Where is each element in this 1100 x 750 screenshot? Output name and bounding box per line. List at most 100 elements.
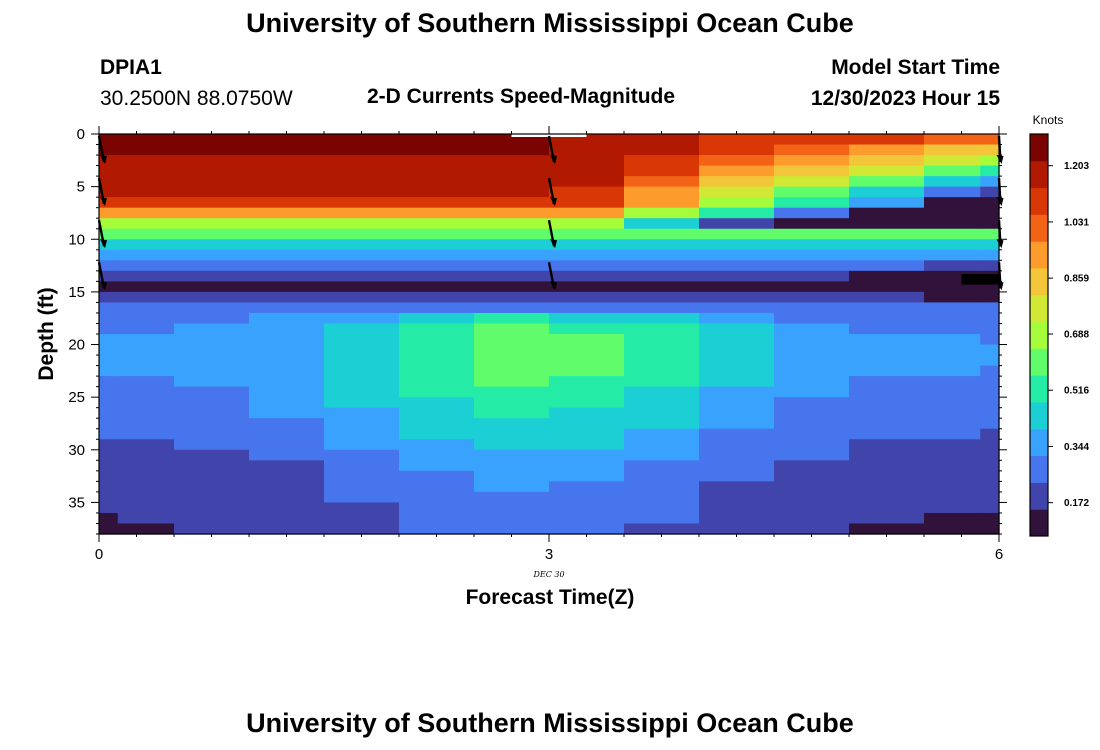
heatmap-cell (924, 186, 981, 198)
heatmap-cell (624, 176, 700, 188)
heatmap-cell (399, 281, 475, 293)
heatmap-cell (249, 376, 325, 388)
heatmap-cell (399, 386, 475, 398)
heatmap-cell (699, 470, 775, 482)
heatmap-cell (249, 386, 325, 398)
heatmap-cell (249, 291, 325, 304)
heatmap-cell (99, 397, 119, 409)
heatmap-cell (399, 270, 475, 282)
heatmap-cell (324, 218, 400, 230)
heatmap-cell (399, 502, 475, 514)
current-vector-arrowhead (100, 281, 107, 291)
heatmap-cell (399, 481, 475, 493)
heatmap-cell (249, 249, 325, 261)
heatmap-cell (624, 334, 700, 346)
heatmap-cell (980, 312, 1000, 325)
heatmap-cell (924, 165, 981, 177)
heatmap-cell (924, 502, 981, 514)
heatmap-cell (474, 291, 550, 304)
heatmap-cell (699, 449, 775, 461)
heatmap-cell (849, 218, 925, 230)
heatmap-cell (699, 144, 775, 156)
heatmap-cell (549, 239, 625, 251)
colorbar-tick-label: 0.688 (1064, 330, 1089, 341)
colorbar-segment (1030, 294, 1048, 323)
heatmap-cell (549, 334, 625, 346)
heatmap-cell (624, 165, 700, 177)
y-tick-label: 0 (77, 126, 85, 143)
colorbar-segment (1030, 241, 1048, 269)
heatmap-cell (324, 312, 400, 325)
heatmap-cell (399, 134, 475, 146)
current-vector-arrowhead (100, 197, 107, 207)
heatmap-cell (324, 228, 400, 240)
heatmap-cell (99, 323, 119, 335)
heatmap-cell (324, 491, 400, 504)
heatmap-cell (774, 481, 850, 493)
heatmap-cell (774, 523, 850, 535)
heatmap-cell (849, 249, 925, 261)
heatmap-cell (249, 176, 325, 188)
heatmap-cell (624, 470, 700, 482)
heatmap-cell (117, 155, 175, 167)
colorbar-segment (1030, 428, 1048, 457)
heatmap-cell (699, 502, 775, 514)
heatmap-cell (99, 460, 119, 472)
heatmap-cell (174, 407, 250, 419)
heatmap-cell (174, 270, 250, 282)
heatmap-cell (924, 376, 981, 388)
heatmap-cell (99, 449, 119, 461)
heatmap-cell (399, 355, 475, 367)
heatmap-cell (549, 491, 625, 504)
heatmap-cell (849, 197, 925, 209)
heatmap-cell (174, 197, 250, 209)
heatmap-cell (399, 376, 475, 388)
heatmap-cell (474, 512, 550, 525)
heatmap-cell (924, 439, 981, 451)
colorbar-segment (1030, 214, 1048, 242)
heatmap-cell (774, 270, 850, 282)
heatmap-cell (117, 386, 175, 398)
heatmap-cell (549, 134, 625, 146)
heatmap-cell (924, 228, 981, 240)
heatmap-cell (849, 397, 925, 409)
heatmap-cell (624, 302, 700, 314)
heatmap-cell (980, 302, 1000, 314)
heatmap-cell (924, 291, 981, 304)
heatmap-cell (99, 218, 119, 230)
heatmap-cell (699, 281, 775, 293)
heatmap-cell (174, 386, 250, 398)
heatmap-cell (849, 291, 925, 304)
heatmap-cell (699, 239, 775, 251)
heatmap-cell (99, 344, 119, 356)
heatmap-cell (849, 165, 925, 177)
heatmap-cell (774, 344, 850, 356)
heatmap-cell (699, 512, 775, 525)
heatmap-cell (117, 197, 175, 209)
colorbar-segment (1030, 321, 1048, 349)
heatmap-cell (249, 439, 325, 451)
heatmap-cell (924, 260, 981, 272)
heatmap-cell (174, 355, 250, 367)
heatmap-cell (980, 323, 1000, 335)
heatmap-cell (99, 365, 119, 377)
y-tick-label: 20 (68, 337, 85, 354)
heatmap-cell (849, 260, 925, 272)
heatmap-cell (174, 291, 250, 304)
heatmap-cell (474, 365, 550, 377)
heatmap-cell (549, 355, 625, 367)
heatmap-cell (624, 228, 700, 240)
heatmap-cell (324, 470, 400, 482)
heatmap-cell (924, 407, 981, 419)
heatmap-cell (549, 260, 625, 272)
heatmap-cell (849, 344, 925, 356)
heatmap-cell (474, 260, 550, 272)
heatmap-cell (924, 386, 981, 398)
heatmap-cell (849, 523, 925, 535)
heatmap-cell (474, 176, 550, 188)
heatmap-cell (324, 355, 400, 367)
heatmap-cell (924, 355, 981, 367)
heatmap-cell (249, 323, 325, 335)
heatmap-cell (174, 176, 250, 188)
